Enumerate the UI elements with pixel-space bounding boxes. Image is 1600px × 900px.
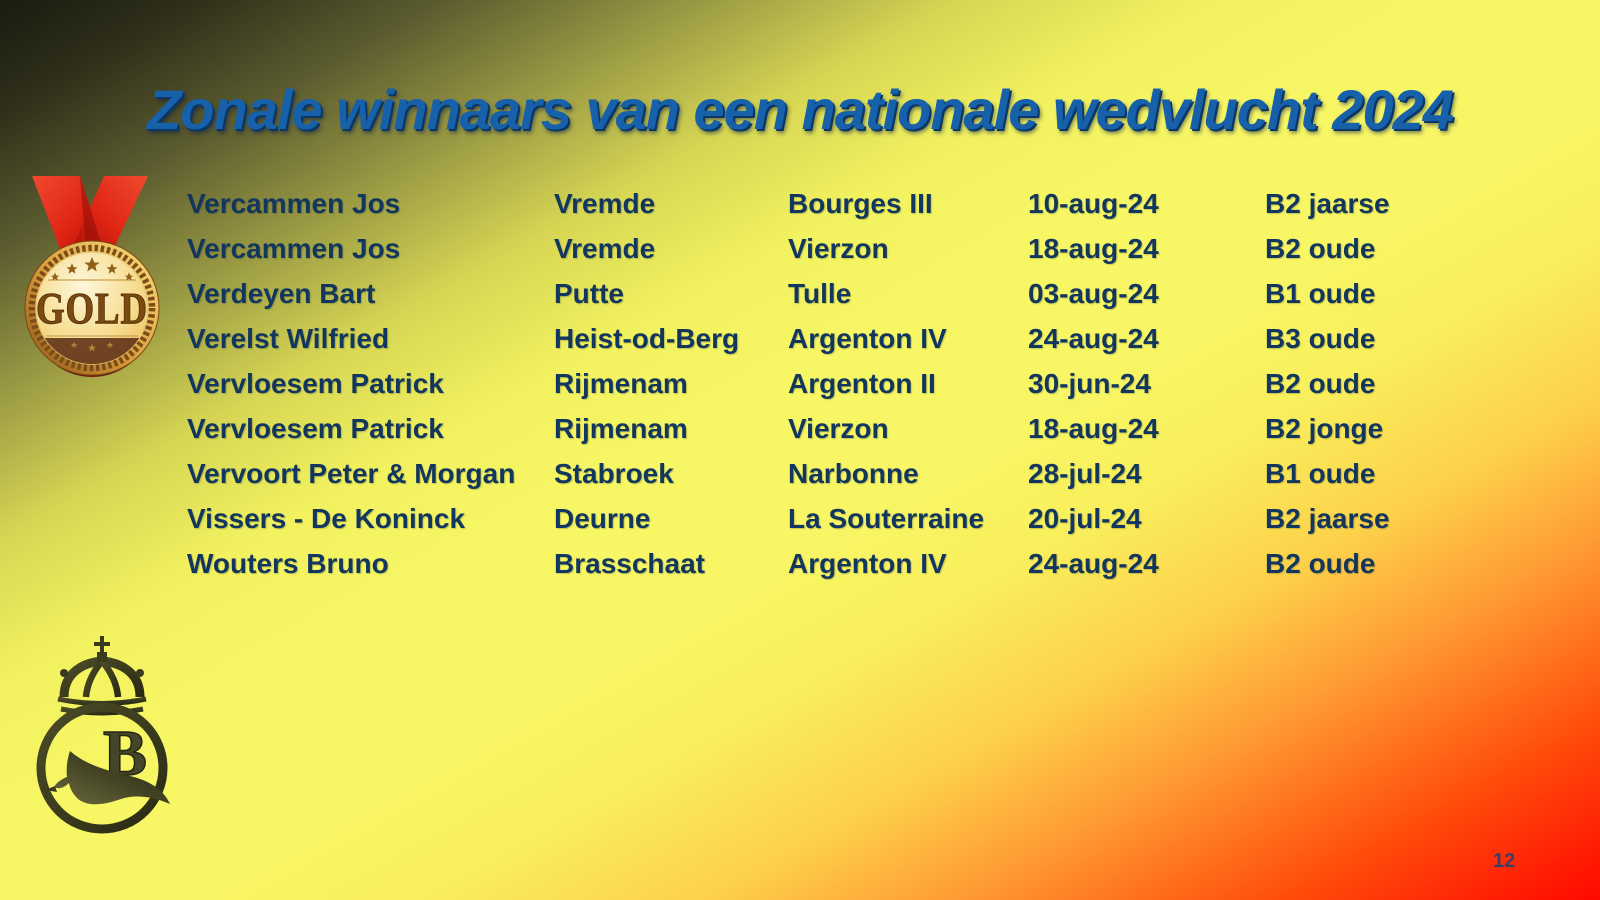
cell-category: B1 oude [1265, 277, 1376, 309]
cell-name: Wouters Bruno [187, 547, 389, 579]
table-row: Verelst Wilfried Heist-od-Berg Argenton … [187, 316, 1485, 361]
table-row: Vervloesem Patrick Rijmenam Vierzon 18-a… [187, 406, 1485, 451]
table-row: Vissers - De Koninck Deurne La Souterrai… [187, 496, 1485, 541]
cell-date: 18-aug-24 [1028, 412, 1159, 444]
medal-ribbon-shadow [80, 176, 102, 250]
cell-name: Vervloesem Patrick [187, 367, 444, 399]
table-row: Wouters Bruno Brasschaat Argenton IV 24-… [187, 541, 1485, 586]
medal-label: GOLD [36, 284, 148, 333]
cell-place: Brasschaat [554, 547, 705, 579]
medal-stars-top [50, 257, 134, 281]
cell-race: La Souterraine [788, 502, 985, 534]
cell-place: Rijmenam [554, 412, 688, 444]
cell-race: Vierzon [788, 232, 889, 264]
cell-category: B2 jaarse [1265, 187, 1390, 219]
gold-medal-icon: GOLD [24, 176, 160, 377]
cell-category: B3 oude [1265, 322, 1376, 354]
cell-date: 30-jun-24 [1028, 367, 1151, 399]
crown [57, 652, 147, 716]
cell-race: Narbonne [788, 457, 919, 489]
cell-date: 24-aug-24 [1028, 322, 1159, 354]
cell-date: 10-aug-24 [1028, 187, 1159, 219]
cell-name: Verdeyen Bart [187, 277, 376, 309]
cell-name: Vercammen Jos [187, 187, 401, 219]
cell-race: Vierzon [788, 412, 889, 444]
cell-race: Bourges III [788, 187, 933, 219]
cell-place: Heist-od-Berg [554, 322, 740, 354]
cell-place: Stabroek [554, 457, 674, 489]
dove-icon [54, 751, 170, 805]
cell-category: B2 oude [1265, 367, 1376, 399]
cell-name: Vercammen Jos [187, 232, 401, 264]
cell-name: Vervloesem Patrick [187, 412, 444, 444]
cell-name: Verelst Wilfried [187, 322, 390, 354]
cell-category: B2 oude [1265, 547, 1376, 579]
cell-category: B2 jaarse [1265, 502, 1390, 534]
table-row: Vercammen Jos Vremde Vierzon 18-aug-24 B… [187, 226, 1485, 271]
cell-place: Putte [554, 277, 624, 309]
logo-ring [36, 702, 168, 834]
cell-date: 20-jul-24 [1028, 502, 1142, 534]
cell-place: Vremde [554, 232, 656, 264]
slide-title: Zonale winnaars van een nationale wedvlu… [147, 78, 1454, 141]
medal-bottom-band [44, 338, 140, 365]
table-row: Verdeyen Bart Putte Tulle 03-aug-24 B1 o… [187, 271, 1485, 316]
crown-cross [94, 636, 110, 654]
dove-beak [45, 786, 57, 792]
cell-place: Rijmenam [554, 367, 688, 399]
winners-table: Vercammen Jos Vremde Bourges III 10-aug-… [187, 181, 1485, 586]
cell-name: Vervoort Peter & Morgan [187, 457, 516, 489]
cell-category: B2 oude [1265, 232, 1376, 264]
cell-race: Argenton IV [788, 322, 947, 354]
cell-date: 24-aug-24 [1028, 547, 1159, 579]
table-row: Vervoort Peter & Morgan Stabroek Narbonn… [187, 451, 1485, 496]
cell-date: 18-aug-24 [1028, 232, 1159, 264]
medal-stars-bottom [70, 341, 114, 352]
cell-name: Vissers - De Koninck [187, 502, 466, 534]
cell-race: Argenton II [788, 367, 936, 399]
cell-race: Argenton IV [788, 547, 947, 579]
table-row: Vervloesem Patrick Rijmenam Argenton II … [187, 361, 1485, 406]
cell-category: B2 jonge [1265, 412, 1384, 444]
page-number: 12 [1493, 850, 1516, 872]
cell-date: 28-jul-24 [1028, 457, 1142, 489]
kbdb-pigeon-federation-icon: B [36, 636, 170, 834]
table-row: Vercammen Jos Vremde Bourges III 10-aug-… [187, 181, 1485, 226]
cell-category: B1 oude [1265, 457, 1376, 489]
cell-place: Vremde [554, 187, 656, 219]
cell-date: 03-aug-24 [1028, 277, 1159, 309]
cell-place: Deurne [554, 502, 651, 534]
medal-bead-ring [28, 244, 156, 372]
cell-race: Tulle [788, 277, 852, 309]
